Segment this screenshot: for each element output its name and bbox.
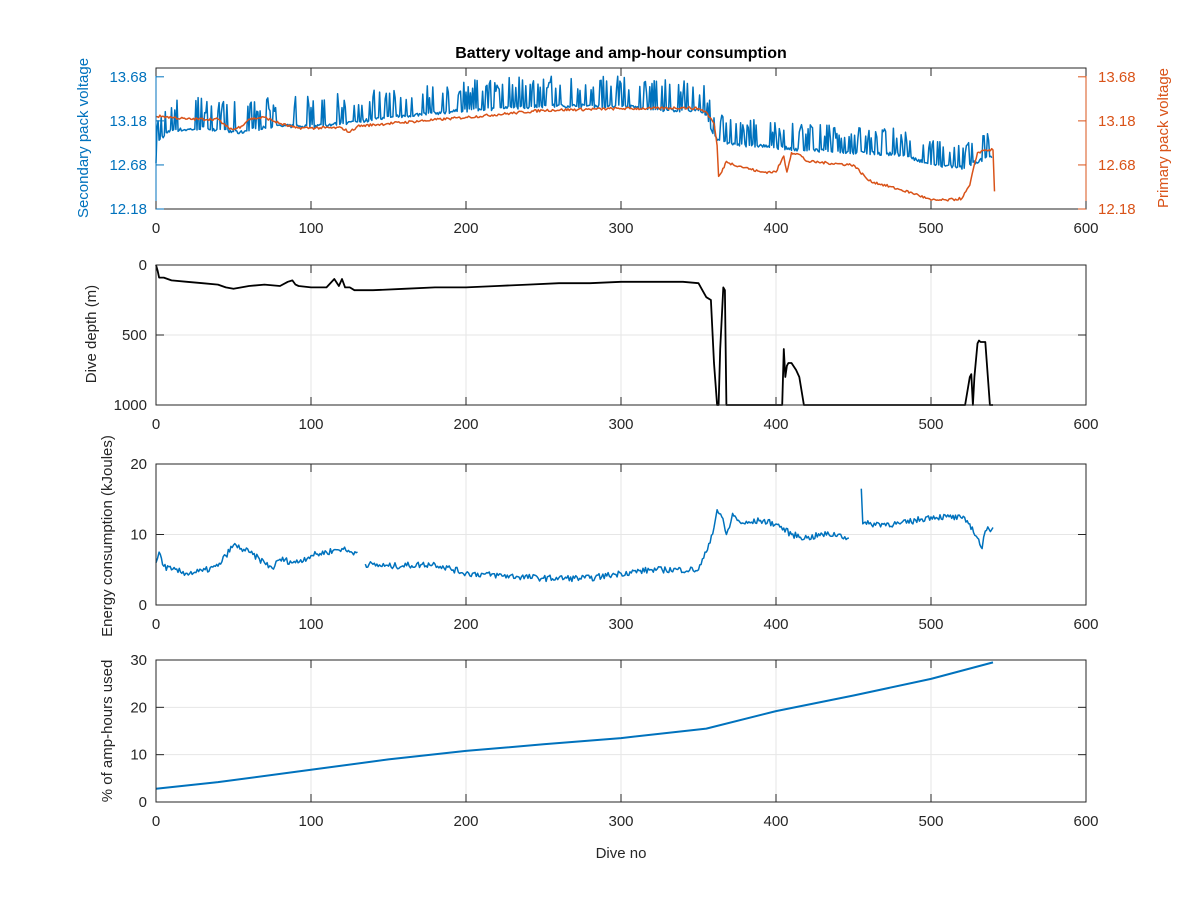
voltage-panel: Battery voltage and amp-hour consumption…: [75, 45, 1172, 237]
x-tick-label: 300: [608, 813, 633, 830]
y-tick-label: 1000: [114, 397, 147, 414]
x-tick-label: 100: [298, 616, 323, 633]
y-tick-label-right: 12.18: [1098, 201, 1136, 218]
y-tick-label: 12.18: [109, 201, 147, 218]
x-tick-label: 300: [608, 616, 633, 633]
x-tick-label: 300: [608, 220, 633, 237]
y-axis-label: % of amp-hours used: [99, 660, 116, 803]
series-line: [155, 488, 994, 583]
x-tick-label: 600: [1073, 616, 1098, 633]
dive-depth-panel: Dive depth (m) 0 100 200 300 400 500 600 0 500 10…: [83, 257, 1099, 433]
y-tick-label-right: 12.68: [1098, 157, 1136, 174]
x-tick-label: 500: [918, 616, 943, 633]
y-tick-label: 30: [130, 652, 147, 669]
y-tick-label: 10: [130, 747, 147, 764]
y-tick-label: 0: [139, 794, 147, 811]
x-axis-label: Dive no: [596, 845, 647, 862]
x-tick-label: 200: [453, 813, 478, 830]
x-tick-label: 100: [298, 416, 323, 433]
x-tick-label: 400: [763, 616, 788, 633]
y-tick-label-right: 13.18: [1098, 113, 1136, 130]
x-tick-label: 0: [152, 616, 160, 633]
series-line: [155, 661, 994, 790]
y-tick-label: 500: [122, 327, 147, 344]
y-axis-label-right: Primary pack voltage: [1155, 68, 1172, 208]
x-tick-label: 600: [1073, 416, 1098, 433]
y-axis-label: Energy consumption (kJoules): [99, 435, 116, 637]
y-tick-label: 13.68: [109, 69, 147, 86]
chart-title: Battery voltage and amp-hour consumption: [455, 45, 787, 62]
x-tick-label: 100: [298, 813, 323, 830]
y-tick-label: 12.68: [109, 157, 147, 174]
series-line: [155, 75, 993, 170]
x-tick-label: 100: [298, 220, 323, 237]
amp-hours-panel: % of amp-hours used Dive no 0 100 200 300 40…: [99, 652, 1099, 862]
x-tick-label: 400: [763, 220, 788, 237]
y-tick-label-right: 13.68: [1098, 69, 1136, 86]
x-tick-label: 200: [453, 416, 478, 433]
energy-panel: Energy consumption (kJoules) 0 100 200 300 4…: [99, 435, 1099, 637]
x-tick-label: 0: [152, 813, 160, 830]
x-tick-label: 400: [763, 416, 788, 433]
y-tick-label: 20: [130, 456, 147, 473]
x-tick-label: 500: [918, 416, 943, 433]
x-tick-label: 600: [1073, 813, 1098, 830]
series-line: [155, 106, 996, 202]
x-tick-label: 200: [453, 616, 478, 633]
x-tick-label: 400: [763, 813, 788, 830]
y-tick-label: 13.18: [109, 113, 147, 130]
y-axis-label-left: Secondary pack voltage: [75, 58, 92, 218]
x-tick-label: 300: [608, 416, 633, 433]
x-tick-label: 500: [918, 813, 943, 830]
y-tick-label: 10: [130, 527, 147, 544]
y-axis-label: Dive depth (m): [83, 285, 100, 383]
x-tick-label: 500: [918, 220, 943, 237]
y-tick-label: 0: [139, 257, 147, 274]
x-tick-label: 0: [152, 220, 160, 237]
x-tick-label: 200: [453, 220, 478, 237]
y-tick-label: 0: [139, 597, 147, 614]
x-tick-label: 600: [1073, 220, 1098, 237]
x-tick-label: 0: [152, 416, 160, 433]
y-tick-label: 20: [130, 699, 147, 716]
